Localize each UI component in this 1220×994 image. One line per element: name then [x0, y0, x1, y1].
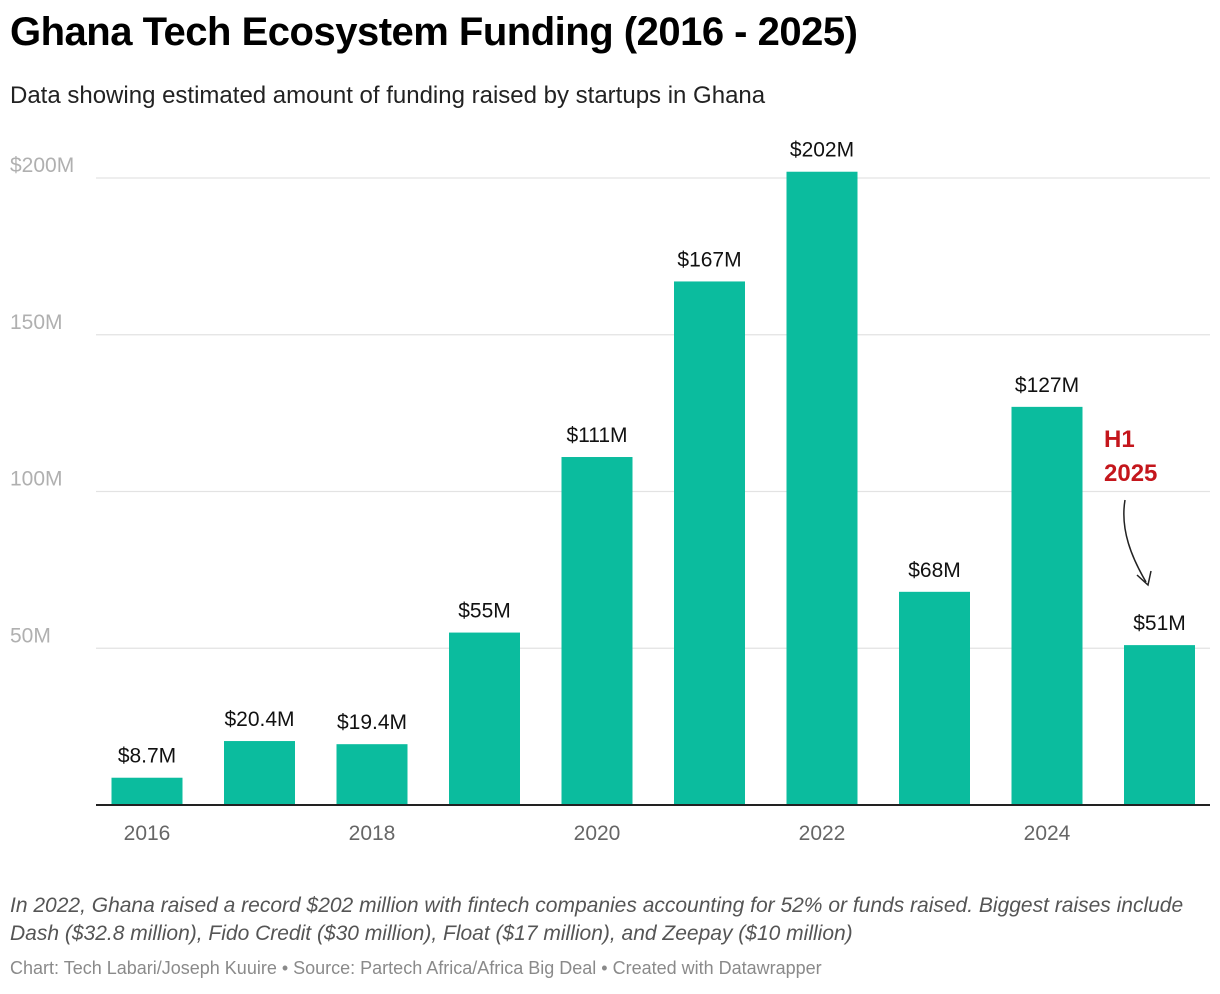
data-label-2022: $202M [790, 139, 854, 162]
data-label-2020: $111M [566, 424, 627, 447]
data-label-2018: $19.4M [337, 711, 407, 734]
x-tick-label-2022: 2022 [799, 822, 846, 845]
bar-2023 [899, 591, 970, 805]
annotation-line-2: 2025 [1104, 460, 1157, 487]
x-tick-label-2016: 2016 [124, 822, 171, 845]
x-tick-label-2018: 2018 [349, 822, 396, 845]
bar-2025 [1124, 645, 1195, 805]
y-tick-label-200: $200M [10, 154, 74, 177]
chart-subtitle: Data showing estimated amount of funding… [10, 82, 766, 109]
x-tick-label-2020: 2020 [574, 822, 621, 845]
data-label-2016: $8.7M [118, 745, 176, 768]
x-tick-label-2024: 2024 [1024, 822, 1071, 845]
data-label-2019: $55M [458, 600, 511, 623]
bar-2018 [336, 744, 408, 805]
bar-chart: 50M 100M 150M $200M 2016 2018 2020 2022 2024 $8… [10, 139, 1210, 845]
y-tick-label-150: 150M [10, 311, 63, 334]
bar-2020 [561, 457, 633, 805]
y-tick-label-100: 100M [10, 468, 63, 491]
bar-2024 [1011, 406, 1083, 805]
data-label-2021: $167M [677, 248, 741, 271]
annotation-arrow-head [1136, 570, 1152, 587]
chart-title: Ghana Tech Ecosystem Funding (2016 - 202… [10, 10, 858, 54]
bar-2016 [111, 777, 183, 805]
bar-2017 [224, 741, 295, 805]
bar-2019 [449, 632, 520, 805]
bar-2022 [786, 171, 858, 806]
bar-2021 [674, 281, 745, 805]
data-label-2024: $127M [1015, 374, 1079, 397]
chart-footer: Chart: Tech Labari/Joseph Kuuire • Sourc… [10, 958, 822, 978]
data-label-2023: $68M [908, 559, 961, 582]
chart-note: In 2022, Ghana raised a record $202 mill… [10, 894, 1184, 945]
annotation-line-1: H1 [1104, 426, 1135, 453]
annotation-arrow-line [1123, 499, 1147, 583]
data-label-2025: $51M [1133, 612, 1186, 635]
y-tick-label-50: 50M [10, 624, 51, 647]
data-label-2017: $20.4M [224, 708, 294, 731]
